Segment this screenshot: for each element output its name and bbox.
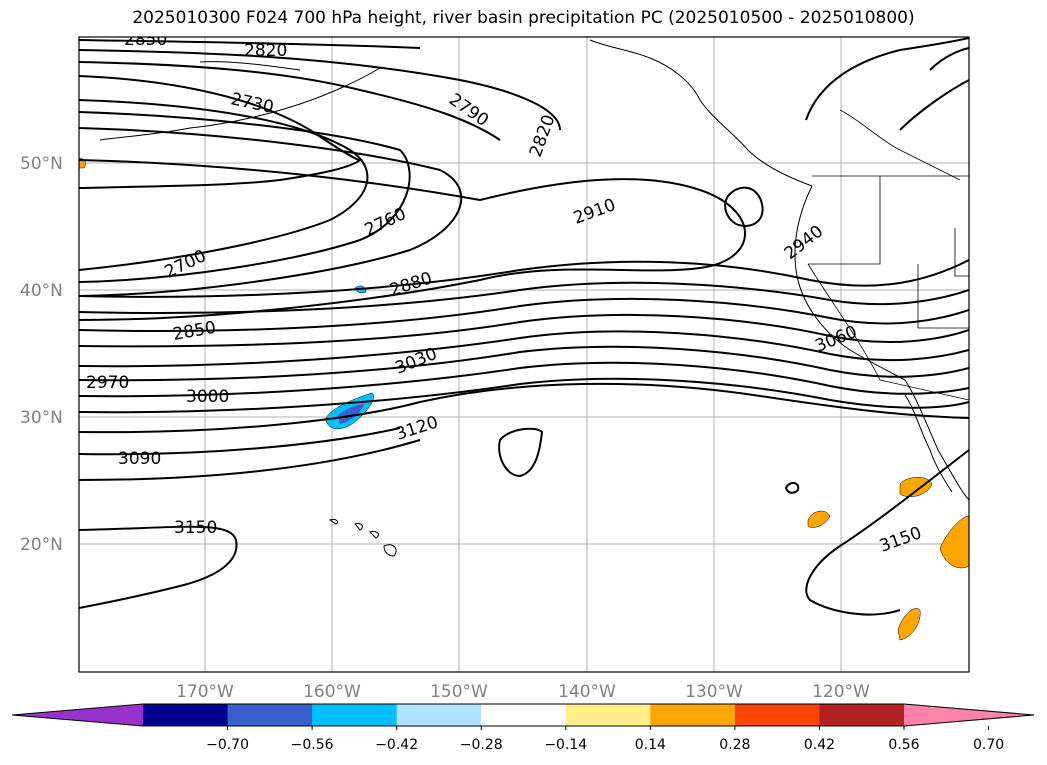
- colorbar-segment: [650, 704, 736, 726]
- colorbar-tick-label: −0.42: [375, 737, 418, 753]
- colorbar-segment: [819, 704, 905, 726]
- colorbar-tick-label: −0.28: [460, 737, 503, 753]
- colorbar-segment: [227, 704, 313, 726]
- borders: [807, 109, 969, 401]
- colorbar: −0.70 −0.56 −0.42 −0.28 −0.14 0.14 0.28 0.42 0.5…: [11, 703, 1035, 753]
- colorbar-segment: [481, 704, 567, 726]
- lon-label: 160°W: [303, 682, 361, 702]
- colorbar-outline: [11, 703, 1035, 727]
- precip-blob-mexico2: [807, 510, 831, 528]
- colorbar-extend-high: [904, 704, 1034, 726]
- colorbar-segment: [143, 704, 229, 726]
- contour-label: 3150: [174, 518, 217, 538]
- map-background: [79, 37, 969, 672]
- lon-labels: 170°W 160°W 150°W 140°W 130°W 120°W: [176, 682, 870, 702]
- contour-label: 3090: [118, 449, 161, 469]
- lon-label: 130°W: [685, 682, 743, 702]
- colorbar-tick-label: 0.14: [635, 737, 666, 753]
- precip-blob-mexico3: [939, 515, 969, 569]
- colorbar-tick-label: 0.42: [804, 737, 835, 753]
- colorbar-tick-label: 0.28: [719, 737, 750, 753]
- precip-blob-mexico4: [897, 608, 921, 641]
- lon-label: 170°W: [176, 682, 234, 702]
- lat-labels: 50°N 40°N 30°N 20°N: [20, 154, 63, 555]
- colorbar-segment: [734, 704, 820, 726]
- colorbar-extend-low: [12, 704, 143, 726]
- colorbar-tick-label: −0.14: [544, 737, 587, 753]
- colorbar-segment: [396, 704, 482, 726]
- lon-label: 150°W: [430, 682, 488, 702]
- colorbar-tick-label: 0.56: [888, 737, 919, 753]
- lon-label: 120°W: [812, 682, 870, 702]
- lon-label: 140°W: [558, 682, 616, 702]
- lat-label: 40°N: [20, 281, 63, 301]
- colorbar-tick-label: −0.56: [291, 737, 334, 753]
- precip-blob-core: [338, 404, 364, 424]
- gridlines: [79, 37, 969, 672]
- contour-label: 2970: [86, 373, 129, 393]
- colorbar-tick-label: −0.70: [206, 737, 249, 753]
- precip-blob-mexico1: [899, 477, 933, 497]
- lat-label: 50°N: [20, 154, 63, 174]
- height-contours: [79, 37, 969, 616]
- colorbar-tick-label: 0.70: [973, 737, 1004, 753]
- colorbar-segment: [565, 704, 651, 726]
- contour-label: 3000: [186, 387, 229, 407]
- colorbar-segment: [312, 704, 398, 726]
- map-frame: [78, 36, 970, 673]
- contour-label: 2820: [244, 41, 287, 61]
- precip-shading: [79, 157, 969, 641]
- lat-label: 30°N: [20, 408, 63, 428]
- map-title: 2025010300 F024 700 hPa height, river ba…: [132, 8, 915, 28]
- contour-label: 2850: [124, 30, 167, 50]
- lat-label: 20°N: [20, 535, 63, 555]
